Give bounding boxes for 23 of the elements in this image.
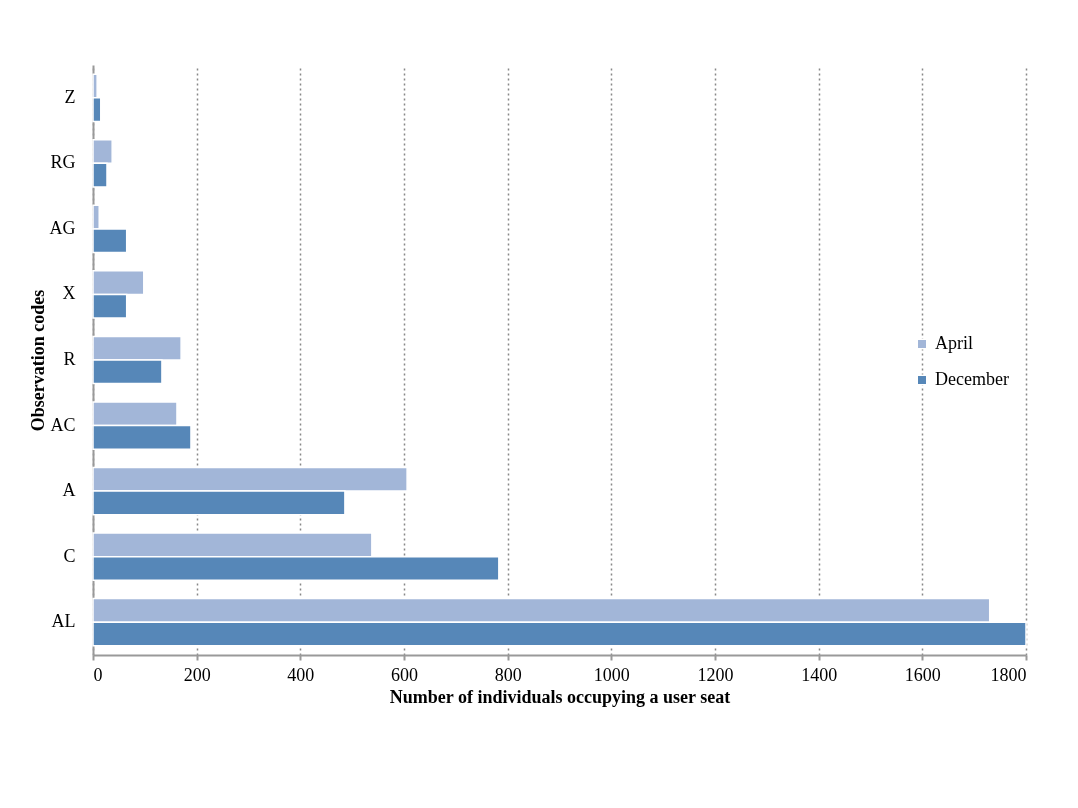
y-tick-label: AG	[49, 217, 76, 238]
y-tick-label: Z	[64, 86, 76, 107]
x-tick-label: 1400	[801, 664, 838, 685]
x-tick-label: 800	[494, 664, 522, 685]
y-axis-title: Observation codes	[27, 289, 48, 432]
x-tick-label: 1600	[904, 664, 941, 685]
y-tick-label: AL	[51, 611, 76, 632]
y-tick-label: RG	[50, 152, 76, 173]
x-tick-label: 1000	[593, 664, 630, 685]
y-tick-label: A	[62, 480, 76, 501]
x-tick-label: 0	[93, 664, 103, 685]
y-tick-label: AC	[50, 414, 76, 435]
legend-label: April	[935, 333, 973, 353]
x-tick-label: 1800	[990, 664, 1027, 685]
y-tick-label: R	[63, 349, 76, 369]
x-tick-label: 600	[391, 664, 418, 685]
x-tick-label: 200	[183, 664, 211, 685]
x-axis-title: Number of individuals occupying a user seat	[389, 686, 731, 707]
y-tick-label: X	[62, 283, 76, 304]
x-tick-label: 400	[287, 664, 315, 685]
y-tick-label: C	[63, 545, 76, 566]
legend-label: December	[935, 369, 1009, 389]
x-tick-label: 1200	[697, 664, 734, 685]
